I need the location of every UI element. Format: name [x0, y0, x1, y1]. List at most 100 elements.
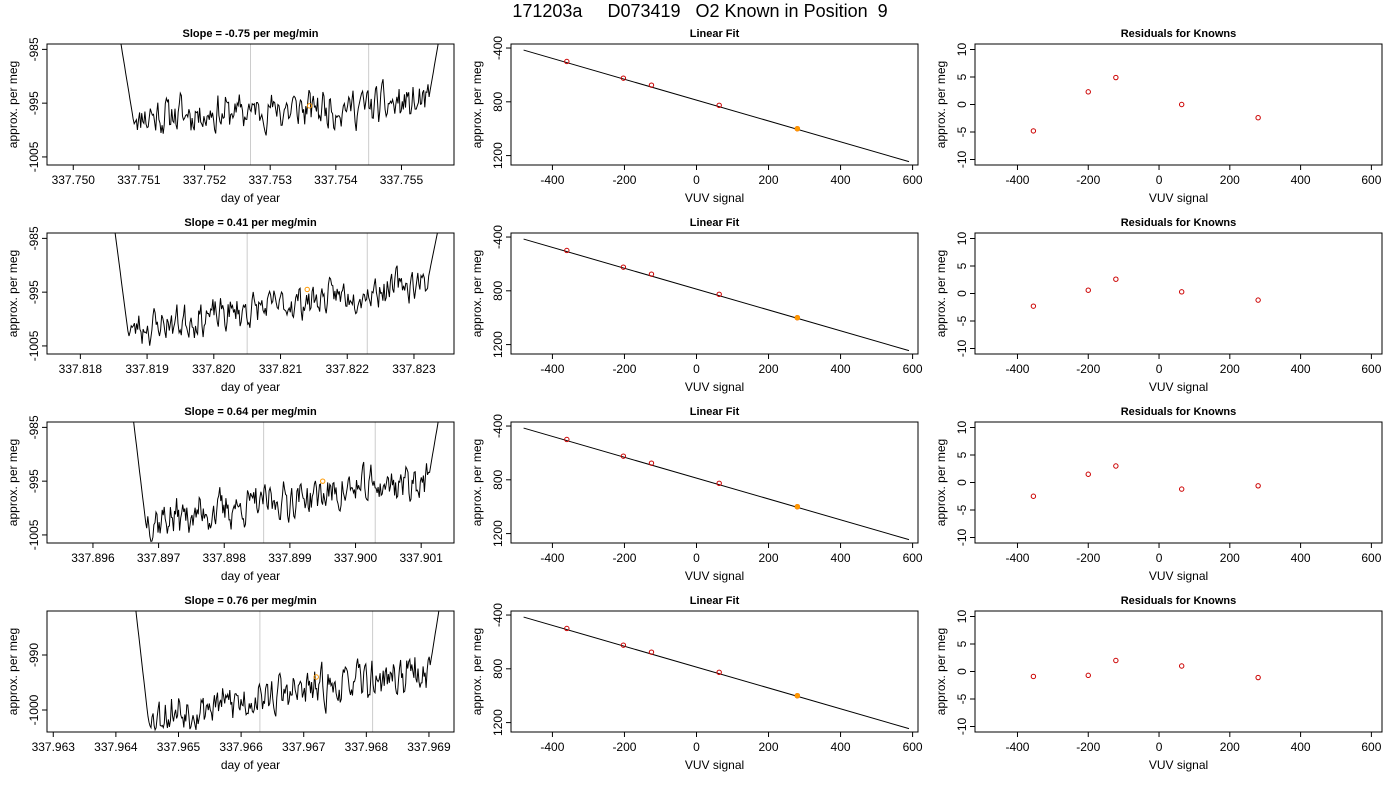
x-axis-label: VUV signal	[1149, 758, 1208, 772]
x-tick-label: 337.819	[125, 362, 169, 376]
x-tick-label: -400	[1005, 362, 1029, 376]
highlight-point	[794, 504, 801, 510]
known-point	[648, 271, 655, 277]
known-point	[1178, 101, 1185, 108]
x-axis-label: day of year	[221, 758, 280, 772]
x-tick-label: 337.899	[268, 551, 312, 565]
y-tick-label: 10	[955, 421, 969, 435]
known-point	[1113, 657, 1119, 664]
y-tick-label: -400	[491, 603, 505, 627]
x-tick-label: 200	[759, 173, 779, 187]
panel-row1-fit: Linear Fit -400 -200 0 200 400 600 VUV signal 12…	[470, 28, 923, 205]
y-tick-label: -1000	[27, 694, 41, 725]
x-tick-label: 0	[1156, 173, 1163, 187]
x-tick-label: 337.901	[399, 551, 443, 565]
x-tick-label: 400	[831, 551, 851, 565]
x-tick-label: 0	[693, 740, 700, 754]
x-axis-label: VUV signal	[1149, 191, 1208, 205]
panel-title: Residuals for Knowns	[1121, 217, 1237, 229]
x-tick-label: 337.896	[71, 551, 115, 565]
y-tick-label: 10	[955, 610, 969, 624]
y-tick-label: -990	[27, 643, 41, 667]
known-point	[1113, 463, 1119, 469]
x-tick-label: 600	[903, 173, 923, 187]
x-tick-label: -400	[540, 173, 564, 187]
plot-area	[523, 427, 910, 541]
known-point	[716, 480, 722, 487]
known-point	[564, 247, 570, 254]
known-point	[716, 669, 722, 676]
y-tick-label: 10	[955, 232, 969, 246]
panel-title: Residuals for Knowns	[1121, 406, 1237, 418]
y-tick-label: 800	[491, 469, 505, 489]
x-tick-label: 600	[1361, 551, 1381, 565]
y-tick-label: 1200	[491, 520, 505, 547]
x-axis-label: day of year	[221, 569, 280, 583]
plot-area	[135, 611, 440, 732]
x-tick-label: 400	[1291, 740, 1311, 754]
x-tick-label: -400	[1005, 551, 1029, 565]
panel-row4-fit: Linear Fit -400 -200 0 200 400 600 VUV signal 12…	[470, 595, 923, 772]
highlight-point	[794, 315, 801, 321]
x-axis-label: day of year	[221, 191, 280, 205]
known-point	[1030, 673, 1037, 680]
known-point	[1030, 128, 1037, 134]
y-tick-label: -5	[955, 315, 969, 326]
plot-frame	[46, 43, 455, 166]
x-tick-label: 400	[1291, 362, 1311, 376]
plot-area	[523, 616, 910, 730]
plot-frame	[974, 43, 1383, 166]
x-tick-label: 337.823	[392, 362, 436, 376]
x-tick-label: -200	[612, 362, 636, 376]
y-axis-label: approx. per meg	[470, 628, 484, 715]
panel-title: Residuals for Knowns	[1121, 595, 1237, 607]
y-tick-label: -400	[491, 414, 505, 438]
x-tick-label: 337.963	[32, 740, 76, 754]
x-axis-label: VUV signal	[1149, 569, 1208, 583]
x-axis-label: VUV signal	[685, 569, 744, 583]
y-tick-label: 10	[955, 43, 969, 57]
panel-title: Linear Fit	[690, 595, 740, 607]
panel-title: Slope = 0.64 per meg/min	[184, 406, 317, 418]
y-tick-label: -5	[955, 693, 969, 704]
x-tick-label: -400	[540, 362, 564, 376]
x-tick-label: 400	[831, 740, 851, 754]
x-tick-label: 337.900	[334, 551, 378, 565]
panel-row1-residuals: Residuals for Knowns -400 -200 0 200 400 600 VU…	[934, 28, 1383, 205]
x-tick-label: 337.969	[407, 740, 451, 754]
panel-row2-fit: Linear Fit -400 -200 0 200 400 600 VUV signal 12…	[470, 217, 923, 394]
fit-line	[523, 49, 910, 163]
known-point	[620, 642, 627, 648]
y-tick-label: 0	[955, 101, 969, 108]
known-point	[620, 453, 627, 459]
plot-frame	[510, 610, 919, 733]
y-tick-label: 1200	[491, 709, 505, 736]
highlight-point	[794, 126, 801, 132]
y-tick-label: 5	[955, 640, 969, 647]
plot-area	[1030, 276, 1261, 309]
x-tick-label: -200	[1076, 362, 1100, 376]
x-tick-label: 337.820	[192, 362, 236, 376]
x-tick-label: 200	[759, 551, 779, 565]
panel-row2-residuals: Residuals for Knowns -400 -200 0 200 400 600 VU…	[934, 217, 1383, 394]
x-tick-label: 0	[1156, 740, 1163, 754]
panel-row4-timeseries: Slope = 0.76 per meg/min 337.963 337.964 33…	[6, 595, 455, 772]
known-point	[1255, 297, 1261, 303]
panel-row2-timeseries: Slope = 0.41 per meg/min 337.818 337.819 33…	[6, 217, 455, 394]
panel-title: Residuals for Knowns	[1121, 28, 1237, 40]
known-point	[1255, 115, 1261, 121]
x-tick-label: 337.898	[203, 551, 247, 565]
signal-trace	[135, 611, 440, 732]
x-tick-label: 337.754	[314, 173, 358, 187]
y-axis-label: approx. per meg	[6, 250, 20, 337]
x-tick-label: 337.821	[259, 362, 303, 376]
plot-frame	[974, 232, 1383, 355]
plot-area	[120, 44, 439, 165]
x-tick-label: 0	[1156, 362, 1163, 376]
x-tick-label: 337.753	[248, 173, 292, 187]
y-axis-label: approx. per meg	[934, 628, 948, 715]
y-tick-label: 1200	[491, 331, 505, 358]
known-point	[648, 460, 655, 466]
x-tick-label: 600	[903, 551, 923, 565]
